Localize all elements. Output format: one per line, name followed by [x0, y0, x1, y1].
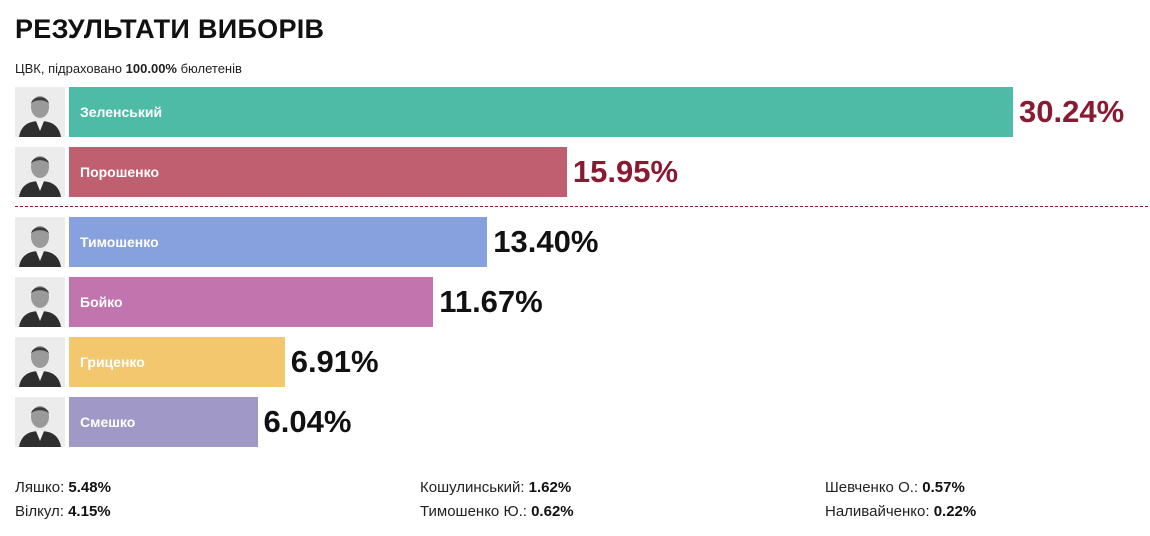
others-column-1: Ляшко: 5.48% Вілкул: 4.15%: [15, 476, 111, 524]
other-candidate-value: 0.62%: [531, 503, 574, 520]
other-candidate-value: 4.15%: [68, 503, 111, 520]
candidate-name: Гриценко: [80, 354, 145, 370]
candidate-row: Зеленський 30.24%: [15, 87, 1150, 137]
other-candidate-name: Ляшко:: [15, 479, 69, 496]
other-candidate: Тимошенко Ю.: 0.62%: [420, 500, 574, 524]
candidate-row: Порошенко 15.95%: [15, 147, 1150, 197]
candidate-row: Тимошенко 13.40%: [15, 217, 1150, 267]
candidate-photo: [15, 147, 65, 197]
other-candidate-name: Кошулинський:: [420, 479, 529, 496]
counted-percent: 100.00%: [125, 61, 177, 76]
other-candidate-value: 5.48%: [68, 479, 111, 496]
result-bar: Зеленський: [69, 87, 1013, 137]
others-column-2: Кошулинський: 1.62% Тимошенко Ю.: 0.62%: [420, 476, 574, 524]
result-value-label: 6.91%: [290, 344, 379, 379]
result-bar: Гриценко: [69, 337, 285, 387]
candidate-name: Тимошенко: [80, 234, 159, 250]
other-candidate-value: 1.62%: [528, 479, 572, 496]
subtitle-suffix: бюлетенів: [176, 61, 242, 76]
candidate-photo: [15, 277, 65, 327]
runoff-divider: [15, 206, 1148, 207]
candidate-photo: [15, 397, 65, 447]
candidate-row: Смешко 6.04%: [15, 397, 1150, 447]
result-bar: Смешко: [69, 397, 258, 447]
result-value-label: 11.67%: [439, 284, 543, 319]
other-candidate: Ляшко: 5.48%: [15, 476, 111, 500]
candidate-row: Гриценко 6.91%: [15, 337, 1150, 387]
other-candidate: Шевченко О.: 0.57%: [825, 476, 976, 500]
result-bar: Порошенко: [69, 147, 567, 197]
candidate-row: Бойко 11.67%: [15, 277, 1150, 327]
candidate-name: Порошенко: [80, 164, 160, 180]
result-value-label: 30.24%: [1019, 94, 1125, 129]
subtitle-prefix: ЦВК, підраховано: [15, 61, 126, 76]
result-value-label: 13.40%: [493, 224, 599, 259]
results-bar-chart: Зеленський 30.24% Порошенко 15.95% Тимошенко…: [15, 87, 1150, 447]
other-candidate-name: Тимошенко Ю.:: [420, 503, 532, 520]
other-candidate-value: 0.22%: [933, 503, 977, 520]
result-value-label: 6.04%: [263, 404, 352, 439]
candidate-name: Смешко: [80, 414, 136, 430]
other-candidate-name: Шевченко О.:: [825, 479, 923, 496]
other-candidate-name: Вілкул:: [15, 503, 69, 520]
candidate-photo: [15, 87, 65, 137]
other-candidate: Кошулинський: 1.62%: [420, 476, 574, 500]
candidate-photo: [15, 337, 65, 387]
others-column-3: Шевченко О.: 0.57% Наливайченко: 0.22%: [825, 476, 976, 524]
candidate-name: Зеленський: [80, 104, 163, 120]
page-title: РЕЗУЛЬТАТИ ВИБОРІВ: [15, 14, 325, 44]
other-candidate: Наливайченко: 0.22%: [825, 500, 976, 524]
candidate-photo: [15, 217, 65, 267]
other-candidate: Вілкул: 4.15%: [15, 500, 111, 524]
result-value-label: 15.95%: [572, 154, 679, 189]
result-bar: Бойко: [69, 277, 434, 327]
candidate-name: Бойко: [80, 294, 123, 310]
other-candidate-name: Наливайченко:: [825, 503, 934, 520]
result-bar: Тимошенко: [69, 217, 488, 267]
other-candidate-value: 0.57%: [922, 479, 965, 496]
count-subtitle: ЦВК, підраховано 100.00% бюлетенів: [15, 61, 242, 76]
